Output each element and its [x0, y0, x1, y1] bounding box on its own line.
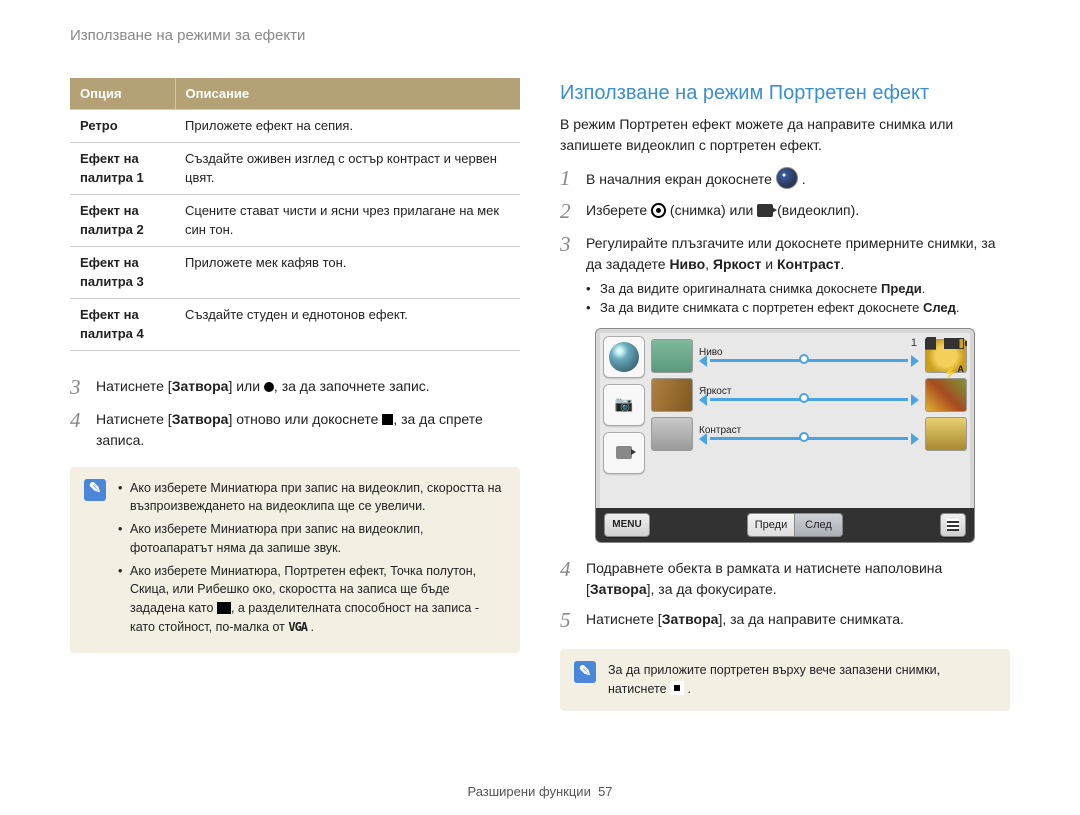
options-table: Опция Описание РетроПриложете ефект на с…	[70, 78, 520, 351]
flash-auto-icon: ⚡A	[944, 363, 964, 382]
battery-icon	[944, 338, 964, 349]
step-2: 2 Изберете (снимка) или (видеоклип).	[560, 199, 1010, 224]
bottom-right-button[interactable]	[940, 513, 966, 537]
info-box-right: ✎ За да приложите портретен върху вече з…	[560, 649, 1010, 711]
info-icon: ✎	[574, 661, 596, 683]
thumb-left[interactable]	[651, 339, 693, 373]
page-header: Използване на режими за ефекти	[70, 25, 1010, 48]
mode-globe-button[interactable]	[603, 336, 645, 378]
gallery-icon	[670, 681, 684, 695]
section-title: Използване на режим Портретен ефект	[560, 78, 1010, 108]
left-column: Опция Описание РетроПриложете ефект на с…	[70, 78, 520, 711]
info-box-left: ✎ Ако изберете Миниатюра при запис на ви…	[70, 467, 520, 653]
page-footer: Разширени функции 57	[0, 782, 1080, 802]
th-option: Опция	[70, 78, 175, 110]
slider-brightness[interactable]: Яркост	[651, 378, 967, 412]
thumb-left[interactable]	[651, 417, 693, 451]
portrait-mode-icon	[776, 167, 798, 189]
table-row: Ефект на палитра 3Приложете мек кафяв то…	[70, 246, 520, 298]
table-row: РетроПриложете ефект на сепия.	[70, 110, 520, 143]
info-icon: ✎	[84, 479, 106, 501]
intro-text: В режим Портретен ефект можете да направ…	[560, 114, 1010, 156]
right-column: Използване на режим Портретен ефект В ре…	[560, 78, 1010, 711]
record-icon	[264, 382, 274, 392]
slider-contrast[interactable]: Контраст	[651, 417, 967, 451]
after-button[interactable]: След	[795, 513, 843, 537]
thumb-right[interactable]	[925, 378, 967, 412]
table-row: Ефект на палитра 1Създайте оживен изглед…	[70, 142, 520, 194]
step-3: 3 Регулирайте плъзгачите или докоснете п…	[560, 232, 1010, 318]
vga-icon: VGA	[288, 620, 307, 634]
mode-video-button[interactable]	[603, 432, 645, 474]
stop-icon	[382, 414, 393, 425]
th-desc: Описание	[175, 78, 520, 110]
step-5: 5 Натиснете [Затвора], за да направите с…	[560, 608, 1010, 633]
table-row: Ефект на палитра 2Сцените стават чисти и…	[70, 194, 520, 246]
menu-button[interactable]: MENU	[604, 513, 650, 537]
shot-count: 1	[911, 335, 917, 352]
step-1: 1 В началния екран докоснете .	[560, 166, 1010, 191]
film-frame-icon	[217, 602, 231, 614]
camera-preview: 1 ⚡A 📷 Ниво	[595, 328, 975, 543]
step-4: 4 Подравнете обекта в рамката и натиснет…	[560, 557, 1010, 600]
thumb-right[interactable]	[925, 417, 967, 451]
step-4: 4 Натиснете [Затвора] отново или докосне…	[70, 408, 520, 451]
photo-icon	[651, 203, 666, 218]
video-icon	[757, 204, 773, 217]
step-3: 3 Натиснете [Затвора] или , за да започн…	[70, 375, 520, 400]
thumb-left[interactable]	[651, 378, 693, 412]
before-after-toggle[interactable]: Преди След	[747, 513, 843, 537]
table-row: Ефект на палитра 4Създайте студен и едно…	[70, 298, 520, 350]
before-button[interactable]: Преди	[747, 513, 795, 537]
mode-photo-button[interactable]: 📷	[603, 384, 645, 426]
sd-card-icon	[925, 337, 936, 350]
